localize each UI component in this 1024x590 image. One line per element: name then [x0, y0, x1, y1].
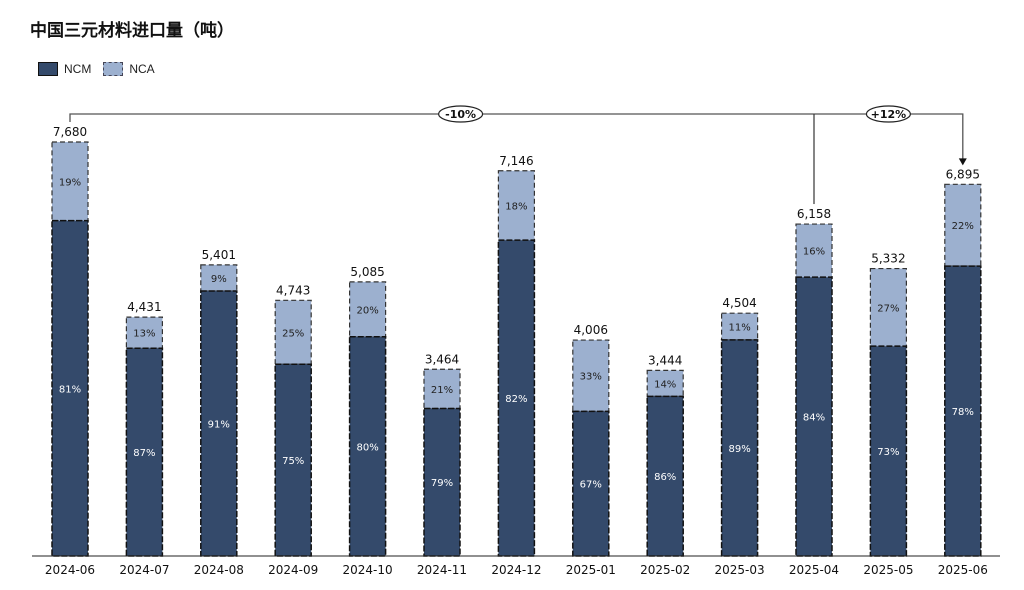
total-label: 7,146 — [499, 154, 533, 168]
total-label: 7,680 — [53, 125, 87, 139]
bar-nca — [274, 299, 312, 365]
bracket-line — [69, 113, 964, 163]
bar-ncm — [944, 265, 982, 557]
total-label: 5,332 — [871, 252, 905, 266]
nca-share-label: 27% — [877, 303, 899, 314]
nca-share-label: 20% — [356, 305, 378, 316]
total-label: 6,895 — [946, 167, 980, 181]
bar-nca — [51, 141, 89, 222]
nca-share-label: 9% — [211, 274, 227, 285]
arrow-head-icon — [958, 158, 967, 166]
nca-share-label: 21% — [431, 385, 453, 396]
bar-ncm — [572, 410, 610, 557]
legend-swatch-ncm — [38, 62, 58, 76]
bar-ncm — [274, 363, 312, 557]
bar-ncm — [125, 347, 164, 557]
ncm-share-label: 78% — [952, 407, 974, 418]
ncm-share-label: 89% — [728, 444, 750, 455]
bar-ncm — [200, 290, 238, 557]
total-label: 4,006 — [574, 323, 608, 337]
x-tick-label: 2024-08 — [194, 563, 244, 577]
x-tick-label: 2024-12 — [491, 563, 541, 577]
nca-share-label: 11% — [728, 323, 750, 334]
bar-ncm — [51, 219, 89, 557]
total-label: 4,743 — [276, 283, 310, 297]
change-badge — [865, 105, 912, 123]
nca-share-label: 13% — [133, 329, 155, 340]
bar-nca — [349, 281, 387, 338]
ncm-share-label: 84% — [803, 413, 825, 424]
ncm-share-label: 81% — [59, 384, 81, 395]
ncm-share-label: 86% — [654, 472, 676, 483]
ncm-share-label: 91% — [208, 420, 230, 431]
nca-share-label: 18% — [505, 201, 527, 212]
bar-ncm — [497, 239, 536, 557]
nca-share-label: 14% — [654, 379, 676, 390]
ncm-share-label: 79% — [431, 478, 453, 489]
x-tick-label: 2025-05 — [863, 563, 913, 577]
nca-share-label: 22% — [952, 221, 974, 232]
x-tick-label: 2024-10 — [343, 563, 393, 577]
total-label: 5,085 — [350, 265, 384, 279]
bar-ncm — [646, 395, 684, 557]
bar-ncm — [869, 345, 908, 557]
legend: NCM NCA — [38, 62, 155, 76]
bar-nca — [572, 339, 610, 412]
x-tick-label: 2024-07 — [119, 563, 169, 577]
legend-label-ncm: NCM — [64, 62, 92, 76]
total-label: 4,431 — [127, 300, 161, 314]
bar-nca — [497, 170, 535, 241]
bar-ncm — [720, 339, 759, 557]
ncm-share-label: 73% — [877, 447, 899, 458]
x-tick-label: 2024-06 — [45, 563, 95, 577]
bar-nca — [720, 312, 759, 341]
ncm-share-label: 87% — [133, 448, 155, 459]
bar-nca — [125, 316, 164, 349]
bar-nca — [795, 223, 833, 278]
ncm-share-label: 82% — [505, 394, 527, 405]
bar-nca — [869, 267, 908, 347]
x-tick-label: 2025-02 — [640, 563, 690, 577]
legend-swatch-nca — [103, 62, 124, 76]
ncm-share-label: 75% — [282, 456, 304, 467]
ncm-share-label: 80% — [356, 442, 378, 453]
bar-nca — [944, 183, 982, 267]
x-tick-label: 2025-06 — [938, 563, 988, 577]
nca-share-label: 19% — [59, 177, 81, 188]
ncm-share-label: 67% — [580, 480, 602, 491]
legend-label-nca: NCA — [129, 62, 155, 76]
bar-nca — [646, 369, 684, 397]
total-label: 3,464 — [425, 352, 459, 366]
x-tick-label: 2024-09 — [268, 563, 318, 577]
total-label: 5,401 — [202, 248, 236, 262]
change-label: +12% — [871, 108, 907, 121]
total-label: 6,158 — [797, 207, 831, 221]
x-tick-label: 2025-01 — [566, 563, 616, 577]
change-label: -10% — [445, 108, 476, 121]
total-label: 4,504 — [722, 296, 756, 310]
nca-share-label: 33% — [580, 372, 602, 383]
nca-share-label: 25% — [282, 328, 304, 339]
bar-nca — [423, 368, 461, 410]
chart-title: 中国三元材料进口量（吨） — [30, 21, 234, 41]
x-tick-label: 2025-04 — [789, 563, 839, 577]
x-tick-label: 2024-11 — [417, 563, 467, 577]
nca-share-label: 16% — [803, 247, 825, 258]
x-tick-label: 2025-03 — [715, 563, 765, 577]
bar-ncm — [423, 407, 461, 557]
change-badge — [438, 105, 484, 123]
total-label: 3,444 — [648, 353, 682, 367]
